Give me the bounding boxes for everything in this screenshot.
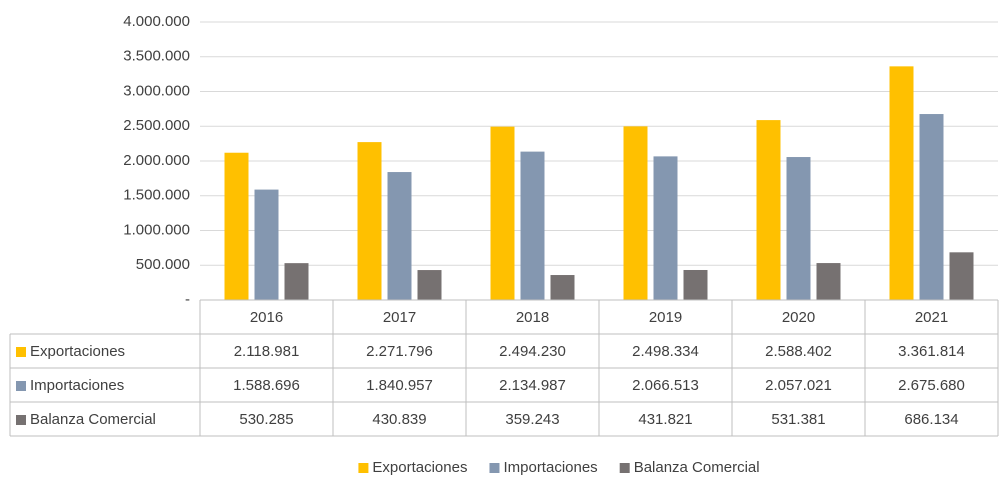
table-value: 359.243 [505,411,559,428]
table-value: 2.118.981 [234,343,300,360]
y-tick-label: 500.000 [136,256,190,273]
x-tick-label: 2020 [782,309,815,326]
table-value: 2.498.334 [632,343,699,360]
table-value: 2.134.987 [499,377,566,394]
y-tick-label: 3.500.000 [123,48,190,65]
x-tick-label: 2016 [250,309,283,326]
bar [254,189,279,300]
legend-label: Exportaciones [372,459,467,476]
x-tick-label: 2018 [516,309,549,326]
bar [520,151,545,300]
table-value: 431.821 [638,411,692,428]
table-value: 3.361.814 [898,343,965,360]
bar [284,263,309,300]
bar [889,66,914,300]
bar [417,270,442,300]
bar [623,126,648,300]
legend-key [358,463,369,473]
table-legend-key [16,347,26,357]
bar [949,252,974,300]
table-value: 530.285 [239,411,293,428]
y-tick-label: - [185,291,190,308]
y-tick-label: 4.000.000 [123,13,190,30]
table-value: 686.134 [904,411,958,428]
table-value: 2.066.513 [632,377,699,394]
table-legend-key [16,381,26,391]
legend-key [619,463,630,473]
bar [490,126,515,300]
bar [816,263,841,300]
table-value: 2.271.796 [366,343,433,360]
bar [387,172,412,300]
table-value: 2.057.021 [765,377,832,394]
bar [786,157,811,300]
legend-key [489,463,500,473]
table-legend-key [16,415,26,425]
bar [919,114,944,300]
table-value: 2.675.680 [898,377,965,394]
table-value: 1.588.696 [233,377,300,394]
y-tick-label: 1.000.000 [123,221,190,238]
table-series-name: Balanza Comercial [30,411,156,428]
x-tick-label: 2019 [649,309,682,326]
table-series-name: Importaciones [30,377,124,394]
table-value: 1.840.957 [366,377,433,394]
bar [224,152,249,300]
y-tick-label: 2.000.000 [123,152,190,169]
x-tick-label: 2021 [915,309,948,326]
table-value: 2.494.230 [499,343,566,360]
table-value: 531.381 [771,411,825,428]
y-tick-label: 2.500.000 [123,117,190,134]
bar [357,142,382,300]
legend-label: Balanza Comercial [634,459,760,476]
x-tick-label: 2017 [383,309,416,326]
table-series-name: Exportaciones [30,343,125,360]
table-value: 430.839 [372,411,426,428]
bar [756,120,781,300]
bar [550,275,575,300]
bar [653,156,678,300]
y-tick-label: 3.000.000 [123,82,190,99]
bar [683,269,708,300]
table-value: 2.588.402 [765,343,832,360]
legend-label: Importaciones [503,459,597,476]
y-tick-label: 1.500.000 [123,187,190,204]
